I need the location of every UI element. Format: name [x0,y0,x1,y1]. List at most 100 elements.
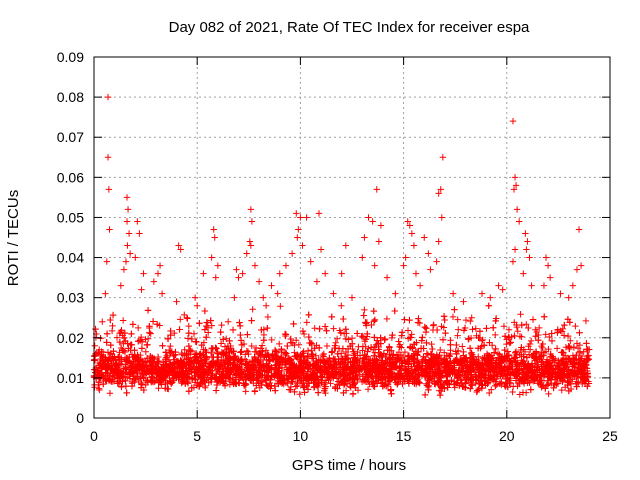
data-point [408,331,415,338]
data-point [203,354,210,362]
data-point [518,321,525,329]
data-point [419,334,426,341]
data-point [271,346,279,354]
data-point [451,384,458,391]
data-point [144,335,152,342]
data-point [492,315,500,322]
data-point [527,386,535,393]
data-point [507,358,515,365]
data-point [441,316,448,324]
data-point [218,321,225,329]
data-point [258,342,266,349]
data-point [269,350,276,358]
data-point [389,352,397,360]
data-point [102,354,109,361]
data-point [453,350,460,358]
data-point [349,390,357,398]
data-point [430,321,437,328]
data-point [169,379,176,386]
data-point [184,335,192,342]
data-point [442,368,449,375]
data-point [435,361,442,369]
data-point [121,348,129,356]
data-point [328,349,335,356]
data-point [538,352,546,359]
data-point [477,371,485,379]
data-point [434,365,442,373]
data-point [226,337,233,345]
data-point [228,379,236,386]
data-point [496,380,503,387]
data-point [447,341,454,348]
data-point [492,345,499,353]
data-point [515,366,523,374]
data-point [512,348,520,355]
data-point [469,351,476,359]
data-point [138,345,146,352]
data-point [548,361,555,369]
data-point [487,375,495,382]
data-point [136,361,143,368]
data-point [276,364,283,371]
data-point [524,365,531,372]
data-point [373,356,380,363]
data-point [534,376,541,384]
data-point [424,360,431,367]
data-point [162,355,169,363]
data-point [142,348,150,355]
data-point [408,367,416,374]
data-point [146,324,153,332]
data-point [209,345,216,352]
data-point [533,350,540,358]
data-point [315,356,322,363]
data-point [518,344,525,351]
data-point [506,379,513,387]
data-point [420,345,427,352]
data-point [224,360,231,368]
data-point [264,313,272,321]
data-point [441,355,448,363]
data-point [359,343,367,350]
data-point [440,313,448,320]
data-point [340,330,348,337]
data-point [578,380,586,388]
data-point [125,345,132,352]
data-point [273,349,280,356]
data-point [481,354,488,361]
data-point [164,367,172,374]
data-point [500,355,507,363]
data-point [270,354,277,362]
data-point [328,348,336,355]
data-point [225,374,233,382]
data-point [282,332,289,340]
data-point [305,333,313,341]
data-point [542,385,549,392]
data-point [386,343,393,350]
data-point [153,321,161,328]
data-point [371,357,379,365]
data-point [155,360,162,368]
data-point [153,371,160,379]
data-point [207,317,214,324]
data-point [219,375,227,383]
data-point [450,364,458,371]
data-point [451,360,458,367]
data-point [321,369,328,376]
data-point [397,351,405,359]
data-point [375,369,382,376]
data-point [303,382,310,390]
data-point [514,328,521,335]
data-point [133,367,140,375]
data-point [436,391,444,399]
data-point [144,341,151,348]
data-point [489,365,497,373]
data-point [137,333,145,341]
data-point [356,352,364,359]
data-point [185,388,193,395]
data-point [307,339,314,347]
data-point [520,369,527,376]
data-point [195,383,203,390]
data-point [134,324,142,332]
data-point [545,345,552,353]
data-point [314,360,321,368]
